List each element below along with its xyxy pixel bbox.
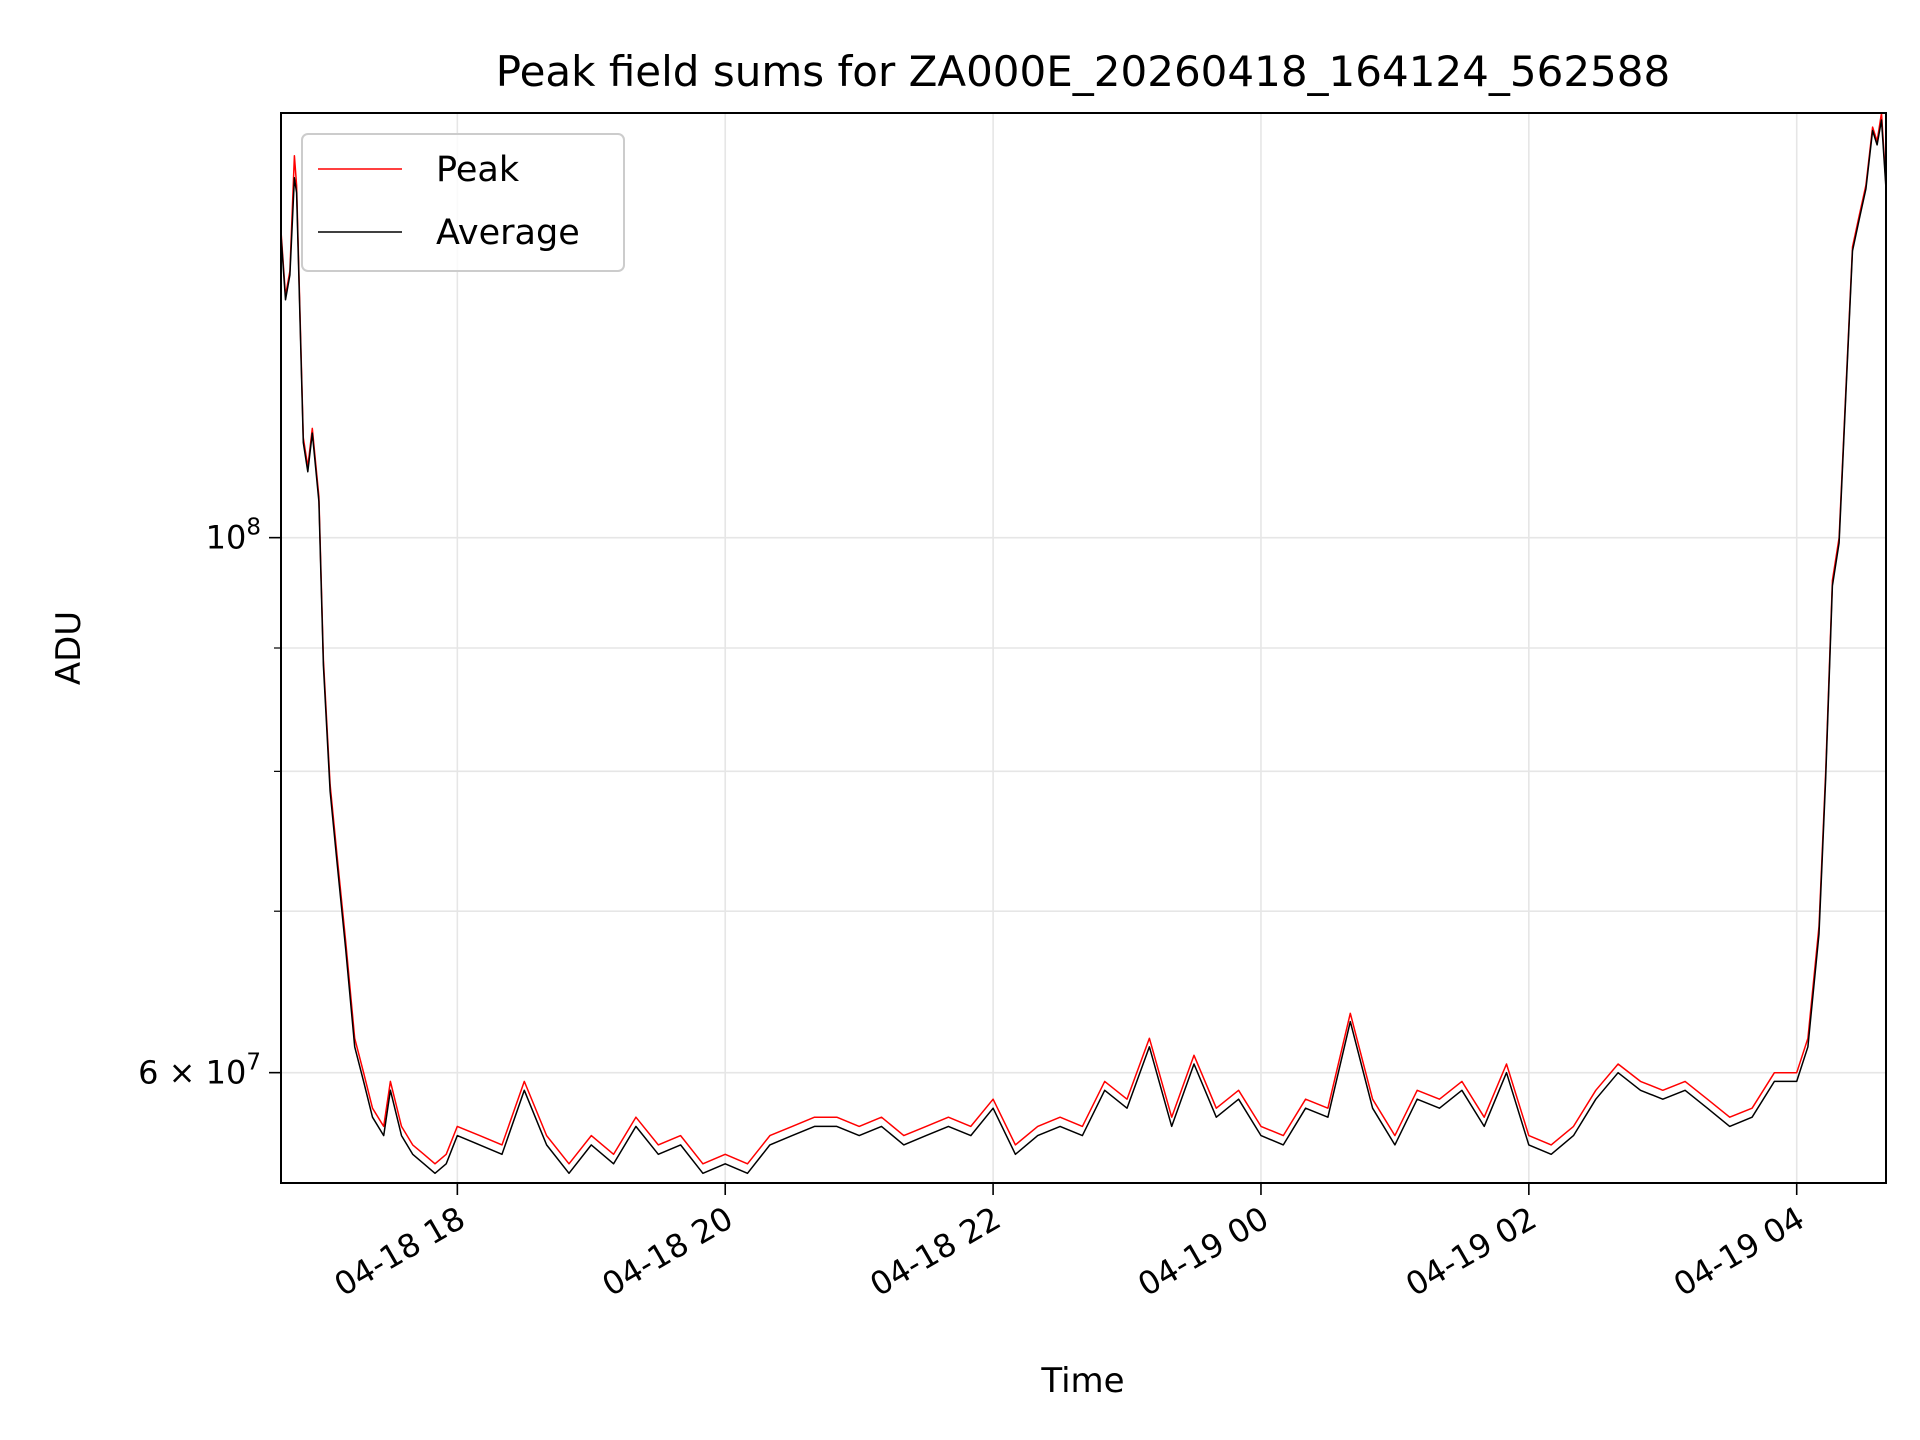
y-tick-label: 108 xyxy=(206,515,261,557)
y-tick-label: 6 × 107 xyxy=(138,1050,261,1092)
legend: Peak Average xyxy=(301,133,625,272)
y-axis-label: ADU xyxy=(49,611,89,685)
series-line-average xyxy=(281,119,1886,1175)
chart-title: Peak field sums for ZA000E_20260418_1641… xyxy=(496,47,1670,96)
series-line-peak xyxy=(281,113,1886,1165)
series-layer xyxy=(281,113,1886,1175)
y-axis: 108 6 × 107 xyxy=(138,515,281,1092)
grid xyxy=(281,113,1886,1183)
legend-label-peak: Peak xyxy=(436,150,520,190)
legend-label-average: Average xyxy=(436,213,580,253)
x-axis-label: Time xyxy=(1040,1361,1124,1401)
